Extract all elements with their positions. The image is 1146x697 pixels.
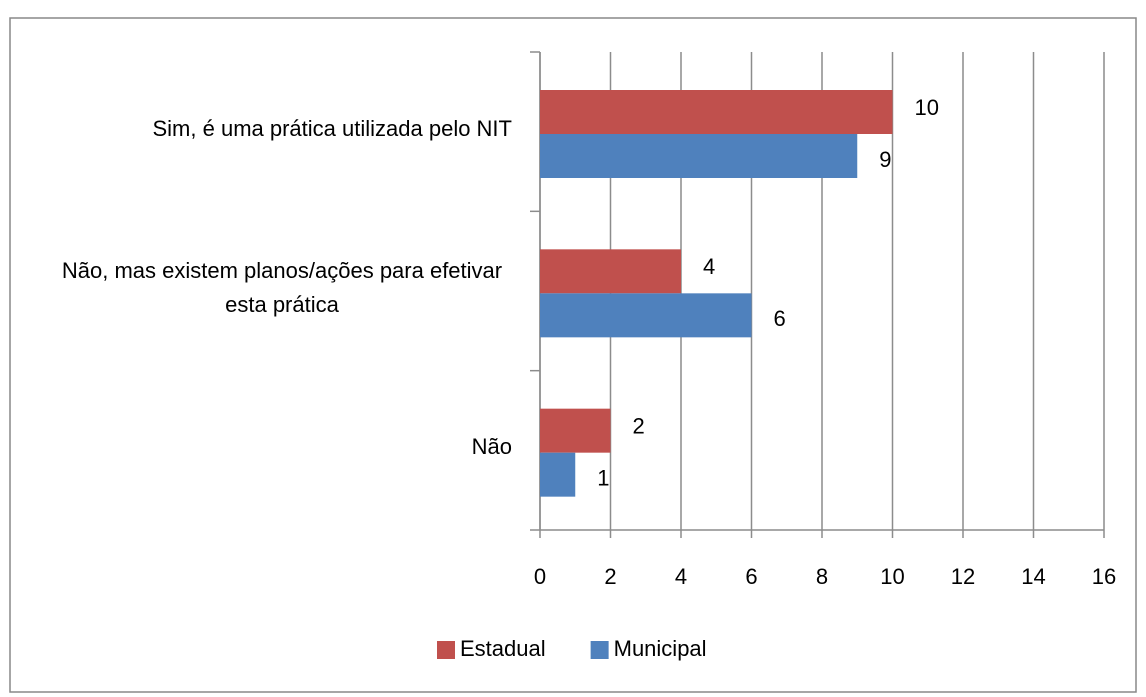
bar — [540, 90, 893, 134]
category-label: Não — [52, 430, 512, 464]
data-label: 9 — [879, 147, 891, 172]
x-tick-label: 14 — [1021, 564, 1045, 589]
x-tick-label: 16 — [1092, 564, 1116, 589]
legend-swatch — [437, 641, 455, 659]
data-label: 6 — [774, 306, 786, 331]
legend-label: Municipal — [614, 636, 707, 661]
x-tick-label: 0 — [534, 564, 546, 589]
bar — [540, 293, 752, 338]
x-tick-label: 4 — [675, 564, 687, 589]
bar — [540, 249, 681, 294]
bar — [540, 408, 611, 453]
legend-label: Estadual — [460, 636, 546, 661]
category-text: Não — [471, 434, 512, 460]
category-text: Sim, é uma prática utilizada pelo NIT — [152, 115, 513, 141]
x-tick-label: 10 — [880, 564, 904, 589]
x-tick-label: 2 — [604, 564, 616, 589]
category-text: Não, mas existem planos/ações para efeti… — [61, 258, 503, 317]
legend-swatch — [590, 641, 609, 659]
x-tick-label: 6 — [745, 564, 757, 589]
x-tick-label: 12 — [951, 564, 975, 589]
data-label: 10 — [915, 95, 939, 120]
chart-frame — [9, 17, 1137, 693]
category-label: Não, mas existem planos/ações para efeti… — [52, 254, 512, 322]
category-label: Sim, é uma prática utilizada pelo NIT — [52, 112, 513, 146]
bar — [540, 452, 576, 497]
data-label: 4 — [703, 254, 715, 279]
data-label: 2 — [633, 413, 645, 438]
bar — [540, 134, 858, 178]
data-label: 1 — [597, 465, 609, 490]
x-tick-label: 8 — [816, 564, 828, 589]
